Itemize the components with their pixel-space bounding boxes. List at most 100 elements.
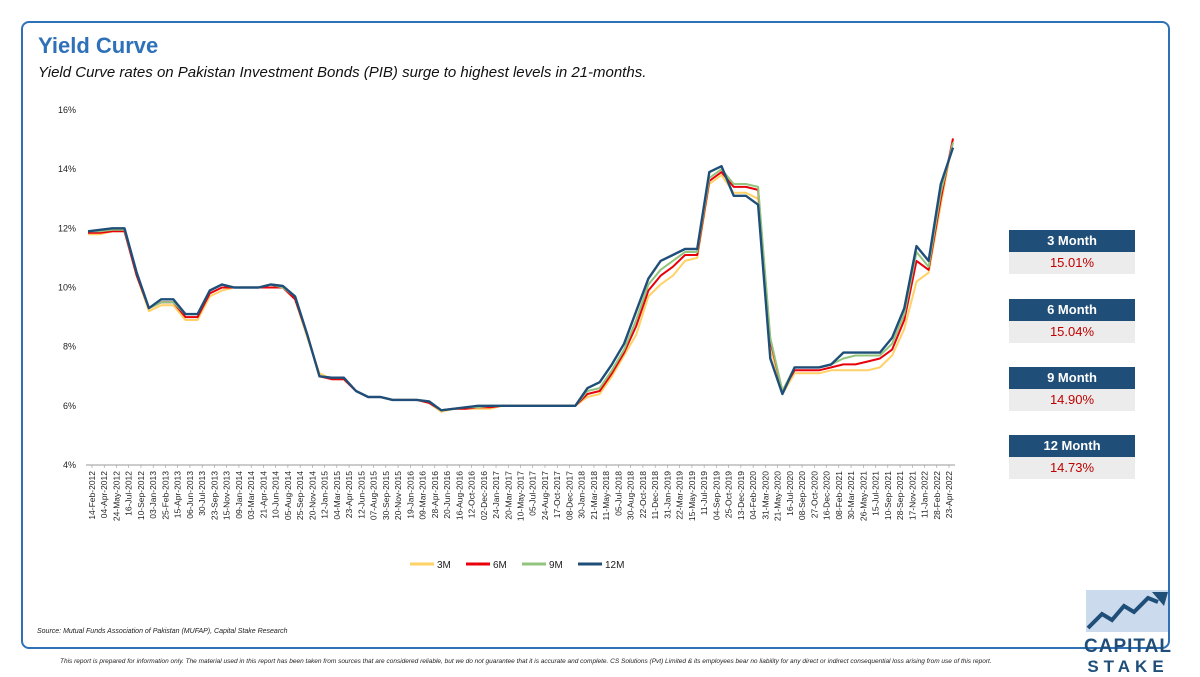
x-tick-label: 04-Sep-2019 bbox=[711, 471, 721, 520]
series-line-3m bbox=[88, 139, 954, 413]
x-tick-label: 07-Aug-2015 bbox=[369, 471, 379, 520]
y-tick-label: 4% bbox=[63, 460, 76, 470]
x-tick-label: 30-Mar-2021 bbox=[846, 471, 856, 520]
x-tick-label: 19-Jan-2016 bbox=[405, 471, 415, 519]
x-tick-label: 20-Mar-2017 bbox=[503, 471, 513, 520]
y-tick-label: 12% bbox=[58, 223, 76, 233]
yield-curve-chart: 4% 6% 8% 10% 12% 14% 16% 14-Feb-2012 04-Apr-2012… bbox=[58, 105, 955, 571]
card-12-month: 12 Month 14.73% bbox=[1009, 435, 1135, 479]
x-tick-label: 05-Aug-2014 bbox=[283, 471, 293, 520]
x-tick-label: 16-Jul-2020 bbox=[785, 471, 795, 516]
x-tick-label: 30-Aug-2018 bbox=[626, 471, 636, 520]
x-tick-label: 12-Jan-2015 bbox=[320, 471, 330, 519]
x-tick-label: 23-Apr-2022 bbox=[944, 471, 954, 519]
x-tick-label: 10-Jun-2014 bbox=[271, 471, 281, 519]
x-tick-label: 21-Mar-2018 bbox=[589, 471, 599, 520]
card-label: 9 Month bbox=[1009, 367, 1135, 389]
y-tick-label: 16% bbox=[58, 105, 76, 115]
x-tick-label: 15-May-2019 bbox=[687, 471, 697, 521]
x-tick-label: 17-Oct-2017 bbox=[552, 471, 562, 519]
x-tick-label: 08-Feb-2021 bbox=[834, 471, 844, 520]
x-tick-label: 11-Jan-2022 bbox=[920, 471, 930, 518]
x-tick-label: 16-Dec-2020 bbox=[822, 471, 832, 520]
x-tick-label: 20-Nov-2014 bbox=[307, 471, 317, 520]
x-tick-label: 24-Jan-2017 bbox=[491, 471, 501, 519]
x-tick-label: 26-May-2021 bbox=[858, 471, 868, 521]
x-tick-label: 21-Apr-2014 bbox=[258, 471, 268, 519]
x-tick-label: 16-Jul-2012 bbox=[124, 471, 134, 516]
x-tick-label: 25-Oct-2019 bbox=[724, 471, 734, 519]
x-tick-label: 09-Mar-2016 bbox=[418, 471, 428, 520]
x-tick-label: 20-Jun-2016 bbox=[442, 471, 452, 519]
x-tick-label: 14-Feb-2012 bbox=[87, 471, 97, 520]
x-tick-label: 11-May-2018 bbox=[601, 471, 611, 521]
x-tick-label: 05-Jul-2018 bbox=[613, 471, 623, 516]
x-tick-label: 28-Apr-2016 bbox=[430, 471, 440, 519]
x-tick-label: 11-Jul-2019 bbox=[699, 471, 709, 516]
x-tick-label: 10-Sep-2021 bbox=[883, 471, 893, 520]
x-tick-label: 15-Jul-2021 bbox=[871, 471, 881, 516]
card-value: 14.90% bbox=[1009, 389, 1135, 411]
x-tick-label: 10-Sep-2012 bbox=[136, 471, 146, 520]
x-tick-label: 08-Dec-2017 bbox=[564, 471, 574, 520]
x-tick-label: 08-Sep-2020 bbox=[797, 471, 807, 520]
page-subtitle: Yield Curve rates on Pakistan Investment… bbox=[38, 64, 647, 81]
x-tick-label: 05-Jul-2017 bbox=[528, 471, 538, 516]
x-tick-label: 31-Jan-2019 bbox=[662, 471, 672, 519]
y-tick-label: 8% bbox=[63, 342, 76, 352]
card-value: 15.01% bbox=[1009, 252, 1135, 274]
x-tick-label: 20-Nov-2015 bbox=[393, 471, 403, 520]
x-tick-label: 04-Feb-2020 bbox=[748, 471, 758, 520]
series-line-12m bbox=[87, 147, 955, 412]
x-tick-label: 16-Aug-2016 bbox=[454, 471, 464, 520]
logo-word-stake: STAKE bbox=[1087, 657, 1169, 676]
x-tick-label: 28-Sep-2021 bbox=[895, 471, 905, 520]
x-tick-label: 25-Feb-2013 bbox=[160, 471, 170, 520]
x-tick-label: 22-Mar-2019 bbox=[675, 471, 685, 520]
x-tick-label: 30-Sep-2015 bbox=[381, 471, 391, 520]
x-tick-label: 09-Jan-2014 bbox=[234, 471, 244, 519]
x-tick-label: 25-Sep-2014 bbox=[295, 471, 305, 520]
card-label: 6 Month bbox=[1009, 299, 1135, 321]
y-tick-label: 14% bbox=[58, 164, 76, 174]
legend-label-6m: 6M bbox=[493, 560, 507, 571]
y-tick-label: 6% bbox=[63, 401, 76, 411]
x-tick-label: 10-May-2017 bbox=[516, 471, 526, 521]
y-tick-label: 10% bbox=[58, 283, 76, 293]
x-tick-label: 24-May-2012 bbox=[111, 471, 121, 521]
report-frame bbox=[21, 21, 1170, 649]
x-tick-label: 06-Jun-2013 bbox=[185, 471, 195, 519]
x-tick-label: 31-Mar-2020 bbox=[760, 471, 770, 520]
x-tick-label: 30-Jan-2018 bbox=[577, 471, 587, 519]
x-tick-label: 15-Apr-2013 bbox=[173, 471, 183, 519]
x-tick-label: 04-Mar-2015 bbox=[332, 471, 342, 520]
x-tick-label: 12-Jun-2015 bbox=[356, 471, 366, 519]
x-tick-label: 15-Nov-2013 bbox=[222, 471, 232, 520]
capital-stake-logo: CAPITAL STAKE bbox=[1082, 588, 1174, 677]
page-title: Yield Curve bbox=[38, 33, 159, 58]
x-tick-label: 23-Sep-2013 bbox=[209, 471, 219, 520]
x-tick-label: 12-Oct-2016 bbox=[467, 471, 477, 519]
source-note: Source: Mutual Funds Association of Paki… bbox=[37, 628, 288, 635]
card-label: 3 Month bbox=[1009, 230, 1135, 252]
x-tick-label: 04-Apr-2012 bbox=[99, 471, 109, 519]
x-tick-label: 27-Oct-2020 bbox=[809, 471, 819, 519]
card-6-month: 6 Month 15.04% bbox=[1009, 299, 1135, 343]
x-tick-label: 30-Jul-2013 bbox=[197, 471, 207, 516]
x-tick-label: 28-Feb-2022 bbox=[932, 471, 942, 520]
chart-arrow-icon bbox=[1086, 590, 1170, 632]
card-value: 15.04% bbox=[1009, 321, 1135, 343]
x-tick-label: 22-Oct-2018 bbox=[638, 471, 648, 519]
x-tick-label: 21-May-2020 bbox=[773, 471, 783, 521]
x-tick-label: 23-Apr-2015 bbox=[344, 471, 354, 519]
x-tick-label: 11-Dec-2018 bbox=[650, 471, 660, 520]
legend-label-9m: 9M bbox=[549, 560, 563, 571]
x-tick-label: 03-Mar-2014 bbox=[246, 471, 256, 520]
card-3-month: 3 Month 15.01% bbox=[1009, 230, 1135, 274]
logo-word-capital: CAPITAL bbox=[1084, 636, 1172, 657]
x-tick-label: 03-Jan-2013 bbox=[148, 471, 158, 519]
card-label: 12 Month bbox=[1009, 435, 1135, 457]
card-value: 14.73% bbox=[1009, 457, 1135, 479]
x-tick-label: 17-Nov-2021 bbox=[907, 471, 917, 520]
card-9-month: 9 Month 14.90% bbox=[1009, 367, 1135, 411]
